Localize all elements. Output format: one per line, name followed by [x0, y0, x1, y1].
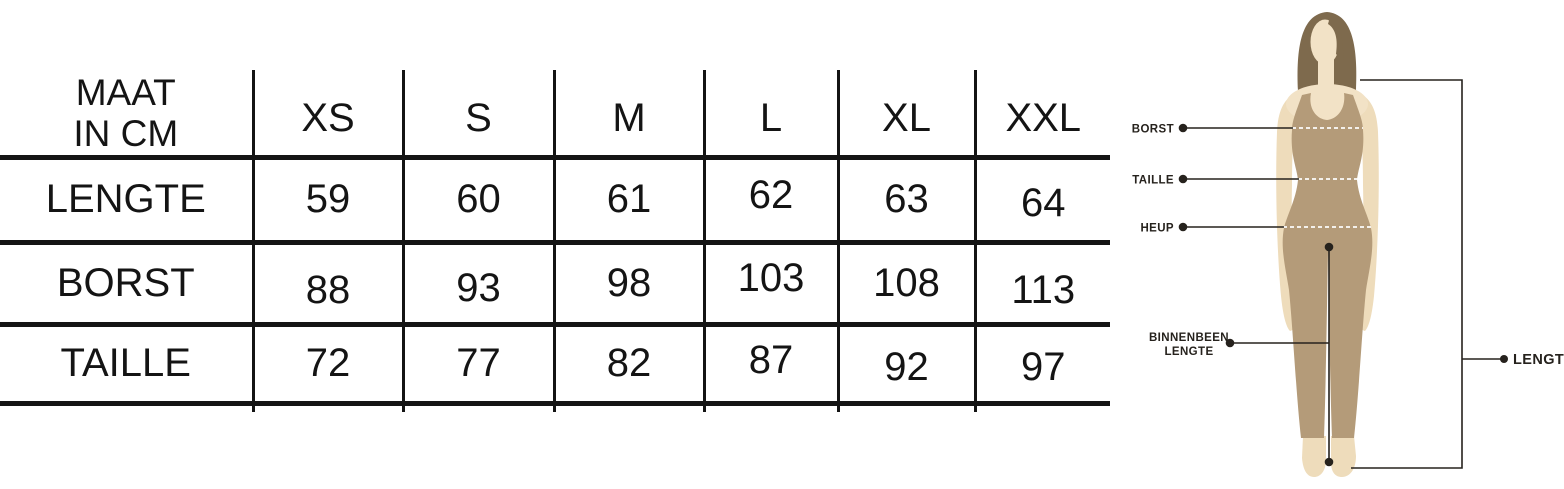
size-value-cell: 103	[702, 242, 838, 327]
size-value-cell: 108	[836, 242, 975, 327]
row-label-taille: TAILLE	[0, 324, 253, 406]
table-row-taille: TAILLE 72 77 82 87 92 97	[0, 324, 1110, 406]
size-column-header-s: S	[401, 70, 554, 160]
size-value-cell: 60	[401, 157, 554, 245]
size-value-cell: 64	[973, 157, 1110, 245]
size-column-header-l: L	[702, 70, 838, 160]
face-shape	[1310, 19, 1340, 65]
table-title-cell: MAAT IN CM	[0, 70, 253, 160]
size-value-cell: 63	[836, 157, 975, 245]
measurement-figure: BORST TAILLE HEUP BINNENBEEN LENGTE LENG…	[1130, 0, 1564, 484]
taille-callout-dot	[1178, 174, 1188, 184]
table-row-lengte: LENGTE 59 60 61 62 63 64	[0, 157, 1110, 245]
borst-callout-dot	[1178, 123, 1188, 133]
borst-label: BORST	[1132, 124, 1174, 136]
left-foot-shape	[1302, 436, 1326, 477]
size-value-cell: 82	[552, 324, 704, 406]
size-value-cell: 87	[702, 324, 838, 406]
heup-callout-dot	[1178, 222, 1188, 232]
inseam-top-dot	[1324, 242, 1334, 252]
row-label-borst: BORST	[0, 242, 253, 327]
size-table: MAAT IN CM XS S M L XL XXL LENGTE 59 60 …	[0, 70, 1110, 412]
size-column-header-xl: XL	[836, 70, 975, 160]
lengte-label: LENGTE	[1513, 352, 1564, 368]
lengte-callout-dot	[1500, 355, 1508, 363]
binnenbeen-callout-dot	[1225, 338, 1235, 348]
annotation-lines	[1183, 79, 1504, 469]
annotation-marks: BORST TAILLE HEUP BINNENBEEN LENGTE LENG…	[1132, 124, 1564, 467]
binnenbeen-label-line2: LENGTE	[1164, 346, 1213, 358]
size-value-cell: 77	[401, 324, 554, 406]
taille-label: TAILLE	[1132, 175, 1174, 187]
heup-label: HEUP	[1140, 223, 1174, 235]
hair-lock-shape	[1328, 17, 1344, 61]
table-header-row: MAAT IN CM XS S M L XL XXL	[0, 70, 1110, 160]
size-column-header-m: M	[552, 70, 704, 160]
table-title-line2: IN CM	[73, 113, 179, 155]
size-value-cell: 93	[401, 242, 554, 327]
inseam-bottom-dot	[1324, 457, 1334, 467]
size-value-cell: 98	[552, 242, 704, 327]
size-value-cell: 88	[251, 242, 403, 327]
row-label-lengte: LENGTE	[0, 157, 253, 245]
size-value-cell: 113	[973, 242, 1110, 327]
woman-silhouette	[1276, 12, 1379, 477]
body-measurement-diagram: BORST TAILLE HEUP BINNENBEEN LENGTE LENG…	[1132, 12, 1564, 477]
size-column-header-xs: XS	[251, 70, 403, 160]
body-dashed-lines	[1283, 127, 1372, 228]
size-value-cell: 72	[251, 324, 403, 406]
table-grid-stub-row	[0, 403, 1110, 412]
table-row-borst: BORST 88 93 98 103 108 113	[0, 242, 1110, 327]
table-title-line1: MAAT	[75, 72, 176, 114]
size-column-header-xxl: XXL	[973, 70, 1110, 160]
bodysuit-shape	[1282, 93, 1373, 438]
binnenbeen-label-line1: BINNENBEEN	[1149, 332, 1229, 344]
size-value-cell: 92	[836, 324, 975, 406]
size-value-cell: 97	[973, 324, 1110, 406]
lengte-bracket-line	[1351, 79, 1463, 469]
right-foot-shape	[1331, 436, 1356, 477]
size-value-cell: 59	[251, 157, 403, 245]
size-value-cell: 62	[702, 157, 838, 245]
size-value-cell: 61	[552, 157, 704, 245]
